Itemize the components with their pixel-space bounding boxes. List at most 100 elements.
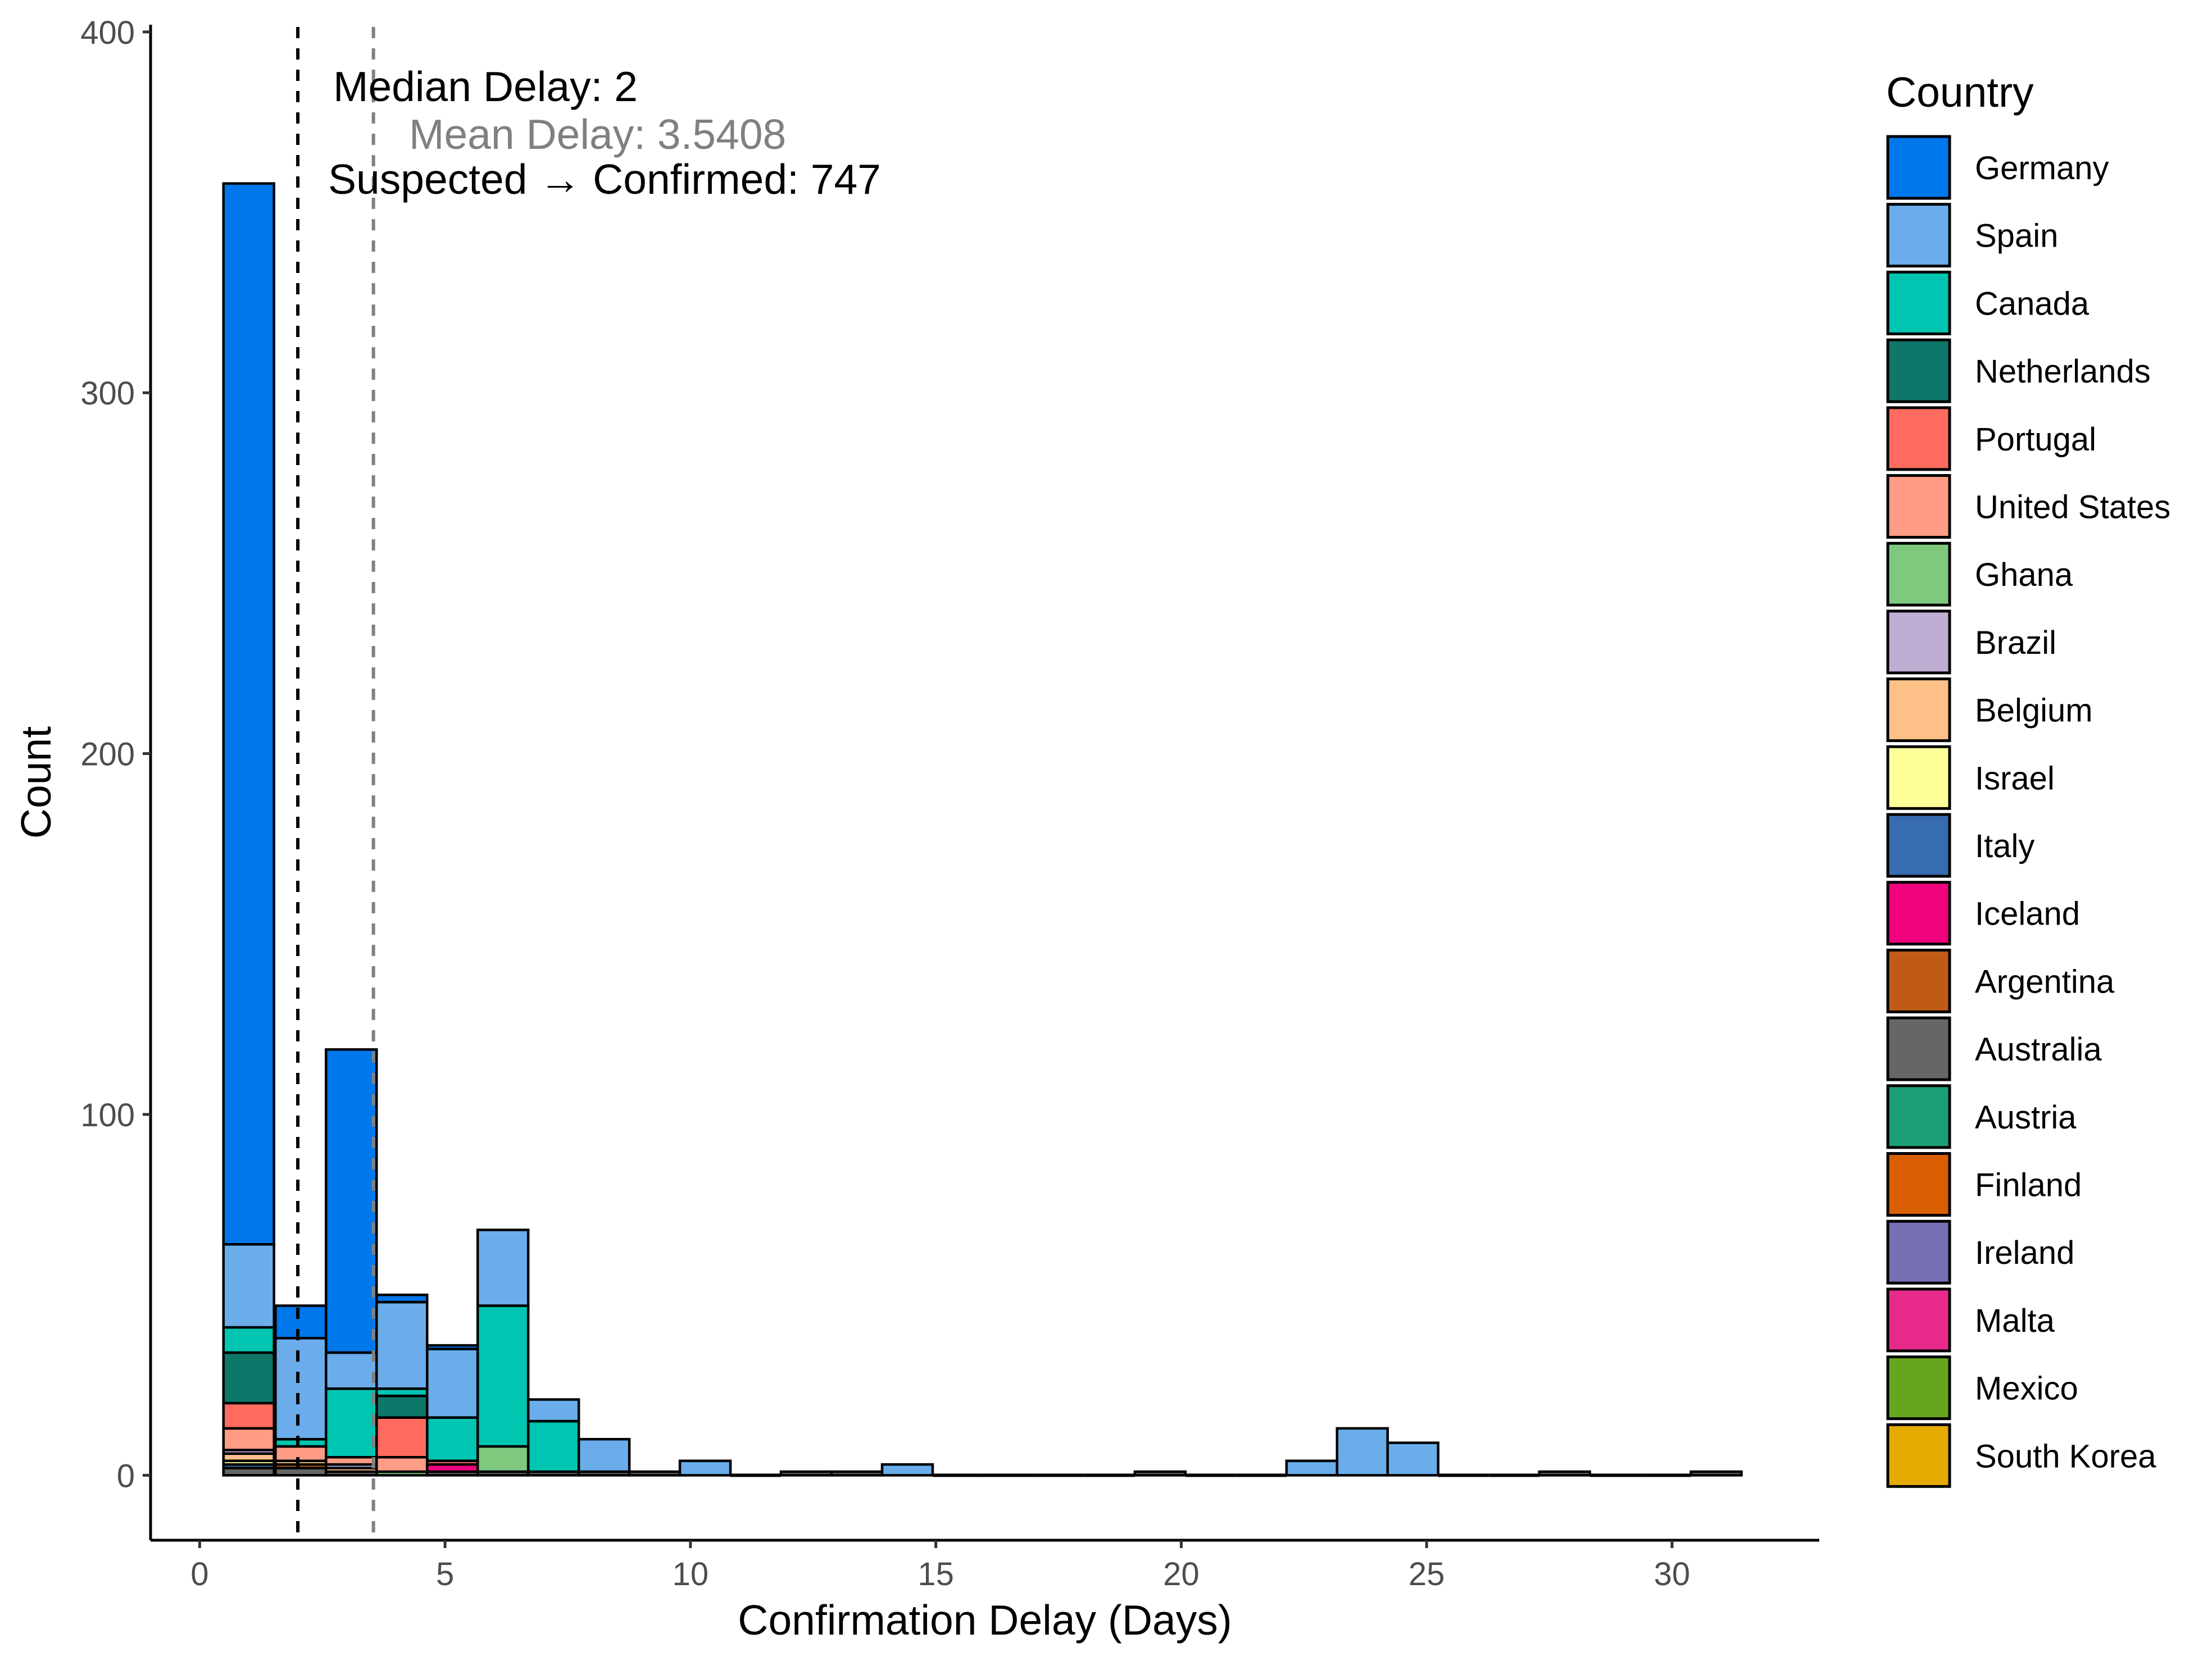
legend-key-portugal: [1886, 406, 1951, 471]
bar-segment-bin1-spain: [222, 1243, 275, 1329]
bar-segment-bin12-australia: [779, 1470, 833, 1477]
legend-label-netherlands: Netherlands: [1975, 353, 2151, 390]
y-ticks: 0 100 200 300 400: [80, 15, 151, 1494]
median-delay-annotation: Median Delay: 2: [333, 63, 638, 110]
y-tick-label-100: 100: [80, 1097, 135, 1134]
legend-key-mexico: [1886, 1355, 1951, 1421]
legend-key-brazil: [1886, 609, 1951, 675]
legend-label-ghana: Ghana: [1975, 557, 2073, 593]
bar-segment-bin2-germany: [274, 1304, 328, 1340]
bar-segment-bin1-united-states: [222, 1427, 275, 1451]
total-confirmed-annotation: Suspected → Confirmed: 747: [328, 156, 881, 203]
legend-key-italy: [1886, 813, 1951, 878]
legend-label-portugal: Portugal: [1975, 421, 2096, 458]
legend-key-netherlands: [1886, 338, 1951, 403]
legend-label-australia: Australia: [1975, 1031, 2102, 1068]
legend-label-brazil: Brazil: [1975, 625, 2056, 661]
x-tick-label-15: 15: [917, 1556, 954, 1592]
bar-segment-bin5-germany: [425, 1344, 479, 1350]
bar-segment-bin7-spain: [526, 1398, 580, 1423]
bar-segment-bin4-spain: [375, 1300, 429, 1390]
y-tick-label-0: 0: [117, 1458, 135, 1494]
legend-key-canada: [1886, 270, 1951, 335]
legend-key-south-korea: [1886, 1423, 1951, 1488]
legend-key-finland: [1886, 1152, 1951, 1217]
bar-segment-bin19-australia: [1133, 1470, 1187, 1477]
bar-segment-bin30-australia: [1689, 1470, 1743, 1477]
bar-segment-bin27-australia: [1538, 1470, 1591, 1477]
legend-key-argentina: [1886, 948, 1951, 1013]
bar-segment-bin3-germany: [325, 1048, 378, 1354]
bar-segment-bin6-spain: [476, 1228, 530, 1307]
legend-key-united-states: [1886, 474, 1951, 539]
bar-segment-bin3-spain: [325, 1351, 378, 1390]
legend-label-spain: Spain: [1975, 218, 2058, 254]
bar-segment-bin7-canada: [526, 1419, 580, 1473]
bar-segment-bin2-spain: [274, 1337, 328, 1441]
bar-segment-bin4-germany: [375, 1293, 429, 1304]
legend-label-united-states: United States: [1975, 489, 2170, 526]
bar-segment-bin4-netherlands: [375, 1394, 429, 1419]
y-tick-label-300: 300: [80, 375, 135, 412]
bar-segment-bin4-portugal: [375, 1416, 429, 1459]
legend-label-iceland: Iceland: [1975, 896, 2080, 932]
bar-segment-bin23-spain: [1336, 1427, 1389, 1477]
legend-label-finland: Finland: [1975, 1167, 2082, 1204]
legend-key-germany: [1886, 135, 1951, 200]
bar-segment-bin9-australia: [628, 1470, 682, 1477]
legend-label-austria: Austria: [1975, 1099, 2077, 1136]
legend-label-mexico: Mexico: [1975, 1371, 2078, 1407]
bar-segment-bin10-spain: [678, 1459, 732, 1477]
legend-key-australia: [1886, 1016, 1951, 1081]
bar-segment-bin3-canada: [325, 1387, 378, 1459]
bar-segment-bin1-netherlands: [222, 1351, 275, 1405]
bar-segment-bin5-spain: [425, 1348, 479, 1419]
legend-label-israel: Israel: [1975, 760, 2055, 797]
legend: Country Germany Spain Canada Netherlands Por…: [1886, 69, 2170, 1488]
reference-lines: [296, 27, 375, 1540]
bar-segment-bin1-canada: [222, 1326, 275, 1354]
legend-label-south-korea: South Korea: [1975, 1438, 2156, 1475]
x-tick-label-5: 5: [436, 1556, 454, 1592]
legend-items: Germany Spain Canada Netherlands Portugal Uni…: [1886, 135, 2170, 1488]
bar-segment-bin13-australia: [830, 1470, 884, 1477]
x-tick-label-10: 10: [673, 1556, 709, 1592]
legend-label-ireland: Ireland: [1975, 1235, 2074, 1271]
legend-label-belgium: Belgium: [1975, 693, 2093, 729]
x-ticks: 0 5 10 15 20 25 30: [190, 1540, 1690, 1592]
bar-segment-bin6-ghana: [476, 1445, 530, 1473]
x-tick-label-30: 30: [1654, 1556, 1691, 1592]
bar-segment-bin22-spain: [1285, 1459, 1339, 1477]
legend-label-canada: Canada: [1975, 285, 2090, 322]
bars-layer: [222, 182, 1743, 1477]
legend-key-iceland: [1886, 881, 1951, 946]
bar-segment-bin14-spain: [880, 1463, 934, 1477]
legend-key-belgium: [1886, 677, 1951, 743]
mean-delay-annotation: Mean Delay: 3.5408: [409, 111, 786, 158]
axes-layer: 0 100 200 300 400 0 5 10 15 20 25 30 Confirmation …: [12, 15, 1819, 1644]
legend-label-germany: Germany: [1975, 150, 2109, 186]
x-tick-label-0: 0: [190, 1556, 208, 1592]
bar-segment-bin1-portugal: [222, 1401, 275, 1430]
x-tick-label-20: 20: [1163, 1556, 1200, 1592]
legend-key-spain: [1886, 203, 1951, 268]
legend-key-israel: [1886, 745, 1951, 810]
annotations-layer: Median Delay: 2 Mean Delay: 3.5408 Suspe…: [328, 63, 881, 203]
legend-key-ghana: [1886, 541, 1951, 607]
y-tick-label-200: 200: [80, 736, 135, 773]
legend-label-italy: Italy: [1975, 828, 2034, 864]
x-tick-label-25: 25: [1409, 1556, 1445, 1592]
bar-segment-bin24-spain: [1386, 1441, 1439, 1477]
legend-key-malta: [1886, 1287, 1951, 1353]
bar-segment-bin8-spain: [577, 1437, 631, 1473]
legend-key-austria: [1886, 1084, 1951, 1149]
bar-segment-bin6-canada: [476, 1304, 530, 1448]
y-axis-label: Count: [12, 726, 60, 839]
bar-segment-bin2-united-states: [274, 1445, 328, 1462]
bar-segment-bin4-united-states: [375, 1456, 429, 1473]
y-tick-label-400: 400: [80, 15, 135, 51]
x-axis-label: Confirmation Delay (Days): [738, 1596, 1232, 1644]
legend-label-argentina: Argentina: [1975, 963, 2115, 1000]
legend-title: Country: [1886, 69, 2034, 116]
